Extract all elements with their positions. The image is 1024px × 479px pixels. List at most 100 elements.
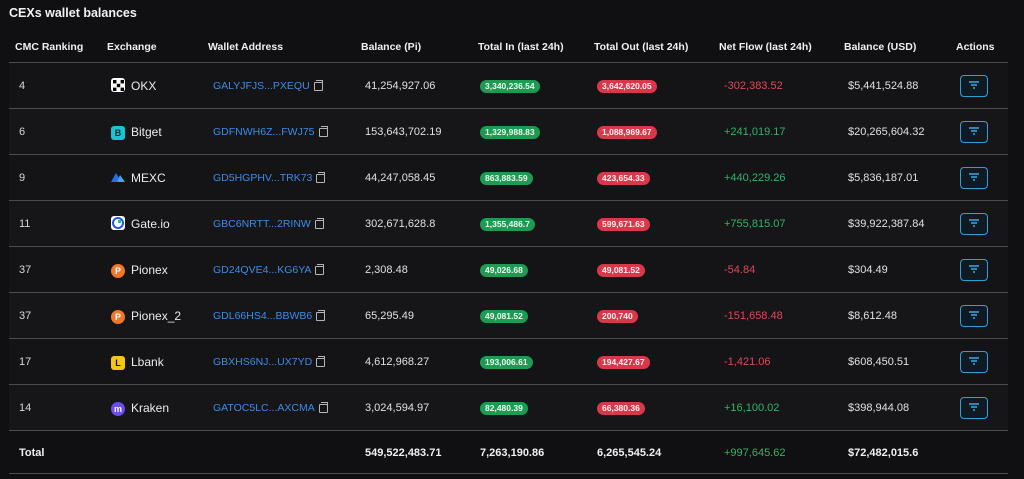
total-out-badge: 423,654.33 [597, 171, 650, 185]
net-flow: +440,229.26 [724, 172, 786, 184]
row-actions-button[interactable] [960, 397, 988, 419]
balance-usd: $20,265,604.32 [848, 126, 925, 138]
balance-pi: 44,247,058.45 [365, 172, 436, 184]
wallet-address[interactable]: GATOC5LC...AXCMA [213, 385, 328, 431]
total-out: 3,642,620.05 [597, 63, 657, 109]
header-balance-pi[interactable]: Balance (Pi) [361, 41, 422, 53]
cmc-rank: 37 [19, 310, 32, 322]
wallet-address[interactable]: GD5HGPHV...TRK73 [213, 155, 326, 201]
table-row: 37 P Pionex_2 GDL66HS4...BBWB6 65,295.49 49,0… [9, 292, 1008, 338]
total-out-badge: 200,740 [597, 309, 638, 323]
copy-icon[interactable] [318, 125, 328, 137]
lbank-logo-icon: L [111, 355, 125, 370]
header-cmc-ranking[interactable]: CMC Ranking [15, 41, 84, 53]
table-header: CMC Ranking Exchange Wallet Address Bala… [9, 36, 1008, 60]
header-total-out[interactable]: Total Out (last 24h) [594, 41, 689, 53]
total-out-badge: 1,088,969.67 [597, 125, 657, 139]
filter-icon [969, 80, 979, 92]
total-in-badge: 1,329,988.83 [480, 125, 540, 139]
balance-pi: 302,671,628.8 [365, 218, 436, 230]
total-in: 193,006.61 [480, 339, 533, 385]
wallet-address[interactable]: GDL66HS4...BBWB6 [213, 293, 326, 339]
kraken-logo-icon: m [111, 401, 125, 416]
wallet-address-link[interactable]: GBC6NRTT...2RINW [213, 218, 311, 230]
total-out: 599,671.63 [597, 201, 650, 247]
header-wallet-address[interactable]: Wallet Address [208, 41, 284, 53]
copy-icon[interactable] [314, 217, 324, 229]
wallet-address-link[interactable]: GBXHS6NJ...UX7YD [213, 356, 313, 368]
filter-icon [969, 356, 979, 368]
filter-icon [969, 218, 979, 230]
row-actions-button[interactable] [960, 167, 988, 189]
exchange-cell[interactable]: MEXC [111, 155, 166, 201]
wallet-address[interactable]: GALYJFJS...PXEQU [213, 63, 323, 109]
cmc-rank: 6 [19, 126, 26, 138]
cmc-rank: 11 [19, 218, 31, 230]
row-actions-button[interactable] [960, 213, 988, 235]
copy-icon[interactable] [318, 401, 328, 413]
actions-cell [960, 109, 988, 155]
wallet-address[interactable]: GDFNWH6Z...FWJ75 [213, 109, 328, 155]
copy-icon[interactable] [313, 79, 323, 91]
exchange-name: MEXC [131, 171, 166, 185]
total-in: 1,355,486.7 [480, 201, 535, 247]
exchange-cell[interactable]: B Bitget [111, 109, 162, 155]
exchange-cell[interactable]: OKX [111, 63, 156, 109]
wallet-address-link[interactable]: GDL66HS4...BBWB6 [213, 310, 313, 322]
row-actions-button[interactable] [960, 75, 988, 97]
header-total-in[interactable]: Total In (last 24h) [478, 41, 564, 53]
actions-cell [960, 293, 988, 339]
wallet-address[interactable]: GD24QVE4...KG6YA [213, 247, 325, 293]
row-actions-button[interactable] [960, 259, 988, 281]
exchange-name: Lbank [131, 355, 164, 369]
header-net-flow[interactable]: Net Flow (last 24h) [719, 41, 812, 53]
total-row: Total 549,522,483.71 7,263,190.86 6,265,… [9, 430, 1008, 474]
balance-pi: 2,308.48 [365, 264, 408, 276]
total-in: 1,329,988.83 [480, 109, 540, 155]
balances-table: CMC Ranking Exchange Wallet Address Bala… [9, 36, 1008, 474]
actions-cell [960, 247, 988, 293]
balance-pi: 3,024,594.97 [365, 402, 430, 414]
total-out-badge: 66,380.36 [597, 401, 645, 415]
net-flow: -1,421.06 [724, 356, 771, 368]
exchange-cell[interactable]: P Pionex_2 [111, 293, 181, 339]
header-exchange[interactable]: Exchange [107, 41, 157, 53]
total-out-badge: 599,671.63 [597, 217, 650, 231]
net-flow: +241,019.17 [724, 126, 786, 138]
exchange-cell[interactable]: L Lbank [111, 339, 164, 385]
copy-icon[interactable] [316, 171, 326, 183]
balance-usd: $39,922,387.84 [848, 218, 925, 230]
total-net-flow: +997,645.62 [724, 447, 786, 459]
row-actions-button[interactable] [960, 305, 988, 327]
total-in: 82,480.39 [480, 385, 528, 431]
exchange-cell[interactable]: m Kraken [111, 385, 169, 431]
row-actions-button[interactable] [960, 351, 988, 373]
header-balance-usd[interactable]: Balance (USD) [844, 41, 917, 53]
row-actions-button[interactable] [960, 121, 988, 143]
wallet-address[interactable]: GBXHS6NJ...UX7YD [213, 339, 326, 385]
wallet-address-link[interactable]: GDFNWH6Z...FWJ75 [213, 126, 315, 138]
balance-usd: $398,944.08 [848, 402, 910, 414]
net-flow: -54.84 [724, 264, 756, 276]
net-flow: -151,658.48 [724, 310, 783, 322]
exchange-cell[interactable]: Gate.io [111, 201, 170, 247]
copy-icon[interactable] [316, 355, 326, 367]
copy-icon[interactable] [316, 309, 326, 321]
total-in-badge: 3,340,236.54 [480, 79, 540, 93]
exchange-cell[interactable]: P Pionex [111, 247, 168, 293]
total-in: 49,026.68 [480, 247, 528, 293]
balance-pi: 153,643,702.19 [365, 126, 442, 138]
wallet-address-link[interactable]: GATOC5LC...AXCMA [213, 402, 315, 414]
filter-icon [969, 172, 979, 184]
actions-cell [960, 201, 988, 247]
balance-usd: $304.49 [848, 264, 888, 276]
copy-icon[interactable] [315, 263, 325, 275]
table-row: 17 L Lbank GBXHS6NJ...UX7YD 4,612,968.27 193,… [9, 338, 1008, 384]
total-out-badge: 3,642,620.05 [597, 79, 657, 93]
wallet-address-link[interactable]: GD5HGPHV...TRK73 [213, 172, 313, 184]
wallet-address-link[interactable]: GD24QVE4...KG6YA [213, 264, 312, 276]
wallet-address[interactable]: GBC6NRTT...2RINW [213, 201, 324, 247]
actions-cell [960, 339, 988, 385]
total-out: 194,427.67 [597, 339, 650, 385]
wallet-address-link[interactable]: GALYJFJS...PXEQU [213, 80, 310, 92]
